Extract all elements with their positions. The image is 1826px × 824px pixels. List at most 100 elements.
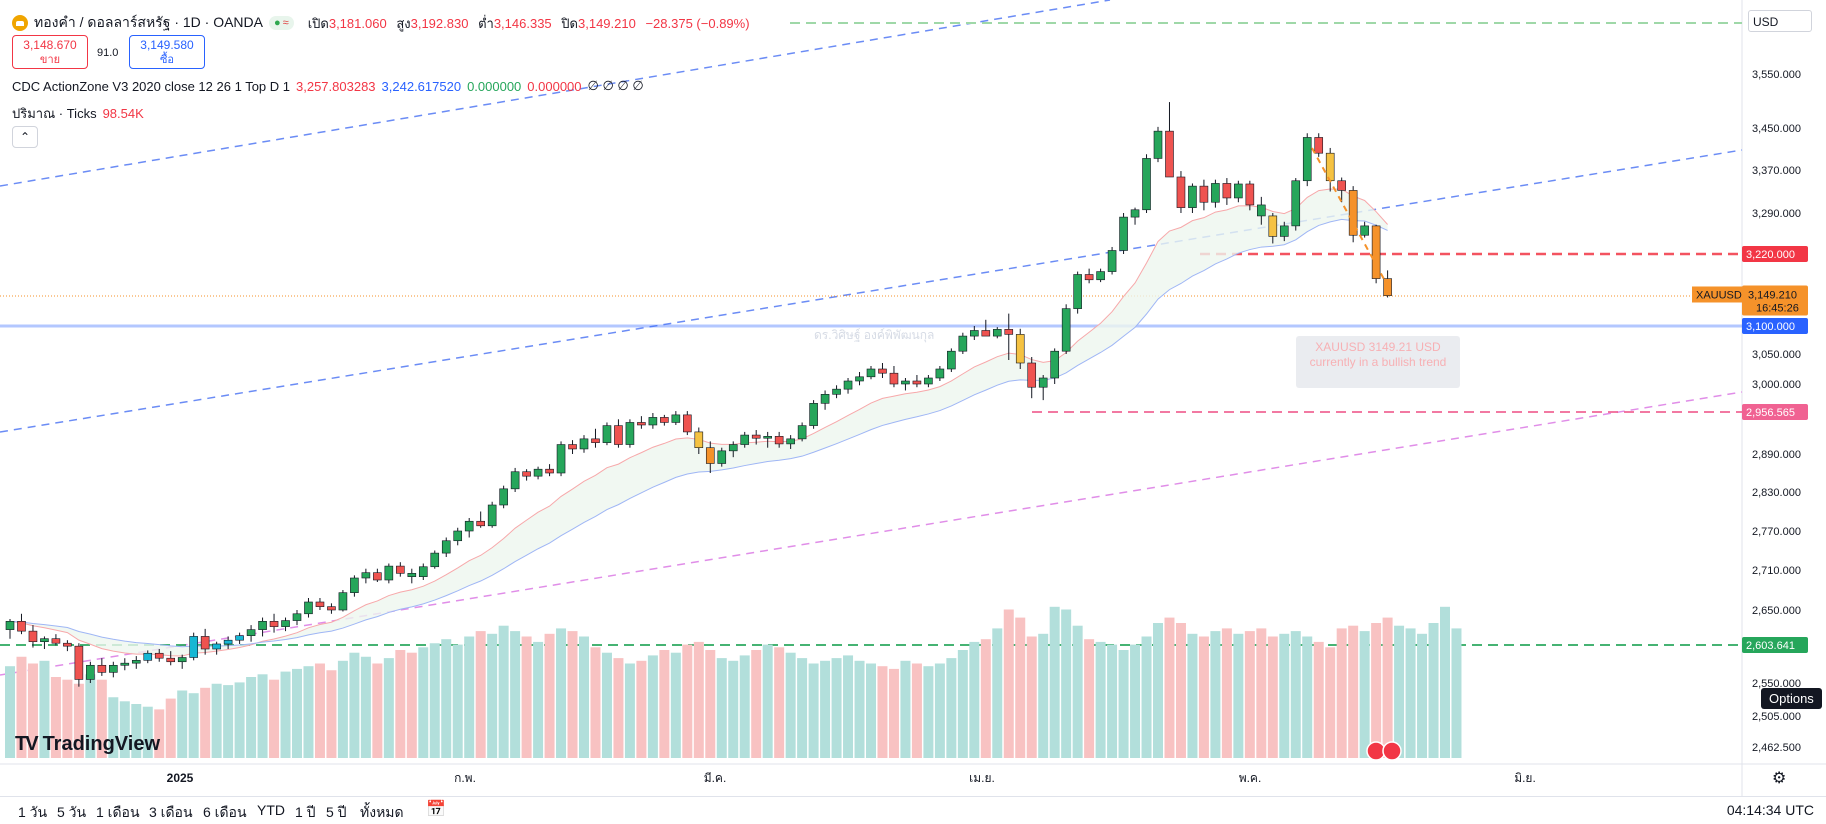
level-label-bg — [1742, 404, 1808, 420]
indicator-value-3: 0.000000 — [467, 78, 522, 94]
volume-bar — [533, 641, 544, 758]
candle — [1176, 176, 1186, 208]
candle — [40, 638, 49, 643]
candle — [533, 468, 543, 477]
candle — [1130, 209, 1140, 218]
volume-bar — [1279, 633, 1290, 758]
candle — [556, 444, 566, 474]
options-tooltip[interactable]: Options — [1761, 688, 1822, 709]
volume-bar — [360, 656, 371, 758]
volume-bar — [1233, 633, 1244, 758]
candle — [1211, 183, 1220, 203]
volume-bar — [1072, 625, 1083, 758]
volume-bar — [762, 644, 773, 758]
indicator-value-5: ∅ ∅ ∅ ∅ — [587, 78, 644, 93]
open-value: 3,181.060 — [328, 15, 387, 31]
candle — [86, 664, 95, 680]
volume-bar — [475, 631, 486, 758]
range-1y[interactable]: 1 ปี — [295, 804, 316, 820]
volume-bar — [1210, 631, 1221, 758]
utc-clock[interactable]: 04:14:34 UTC — [1726, 802, 1814, 818]
trend-note[interactable]: XAUUSD 3149.21 USD currently in a bullis… — [1296, 336, 1460, 388]
candle — [728, 444, 738, 452]
candle — [614, 425, 623, 445]
volume-bar — [326, 670, 337, 758]
ema-band — [10, 189, 1388, 657]
tradingview-logo[interactable]: TV TradingView — [15, 733, 160, 756]
volume-bar — [257, 674, 268, 758]
indicator-name: CDC ActionZone V3 2020 close 12 26 1 Top… — [12, 78, 290, 94]
volume-bar — [211, 683, 222, 758]
candle — [522, 471, 531, 477]
candle — [751, 434, 761, 439]
volume-label: ปริมาณ · Ticks — [12, 106, 97, 121]
market-status-badge[interactable]: ● ≈ — [269, 16, 294, 30]
level-label: 3,220.000 — [1746, 249, 1795, 261]
indicator-legend[interactable]: CDC ActionZone V3 2020 close 12 26 1 Top… — [12, 78, 644, 94]
candle — [763, 436, 772, 439]
note-line-2: currently in a bullish trend — [1309, 355, 1447, 369]
candle — [1348, 190, 1358, 236]
volume-bar — [85, 674, 96, 758]
settings-gear-icon[interactable]: ⚙ — [1772, 770, 1787, 787]
spread-value: 91.0 — [97, 47, 119, 59]
volume-bar — [1336, 628, 1347, 758]
candle — [5, 621, 15, 630]
candle — [131, 660, 141, 664]
volume-bar — [1290, 631, 1301, 758]
tradingview-logo-icon: TV — [15, 733, 39, 755]
volume-bar — [590, 647, 601, 758]
volume-bar — [682, 644, 693, 758]
volume-bar — [1451, 628, 1462, 758]
candle — [166, 657, 176, 663]
volume-legend[interactable]: ปริมาณ · Ticks 98.54K — [12, 103, 144, 124]
volume-bar — [1256, 628, 1267, 758]
y-tick-label: 2,770.000 — [1752, 526, 1801, 538]
x-tick-label: พ.ค. — [1239, 771, 1262, 785]
candle — [970, 330, 979, 337]
candle — [717, 450, 727, 464]
candle — [878, 368, 887, 374]
candle — [820, 394, 830, 404]
volume-bar — [5, 666, 15, 758]
candle — [258, 621, 267, 630]
candle — [189, 636, 198, 658]
candle — [1222, 183, 1232, 199]
range-3m[interactable]: 3 เดือน — [149, 804, 193, 820]
volume-bar — [1049, 606, 1060, 758]
date-range-calendar-icon[interactable]: 📅 — [426, 801, 446, 818]
range-6m[interactable]: 6 เดือน — [203, 804, 247, 820]
collapse-legend-button[interactable]: ⌃ — [12, 126, 38, 148]
candle — [1188, 185, 1197, 208]
range-ytd[interactable]: YTD — [257, 802, 285, 818]
volume-bar — [1394, 625, 1405, 758]
symbol-legend[interactable]: ทองคำ / ดอลลาร์สหรัฐ · 1D · OANDA ● ≈ เปิ… — [12, 12, 756, 34]
level-label: 2,956.565 — [1746, 407, 1795, 419]
range-5y[interactable]: 5 ปี — [326, 804, 347, 820]
candle — [568, 444, 577, 450]
y-tick-label: 3,450.000 — [1752, 123, 1801, 135]
candle — [1004, 329, 1014, 335]
range-1m[interactable]: 1 เดือน — [96, 804, 140, 820]
x-tick-label: เม.ย. — [969, 771, 995, 785]
volume-bar — [923, 666, 934, 758]
range-5d[interactable]: 5 วัน — [57, 804, 87, 820]
candle — [1360, 225, 1369, 236]
volume-bar — [831, 658, 842, 758]
volume-bar — [888, 668, 899, 758]
volume-bar — [1348, 625, 1359, 758]
volume-bar — [556, 628, 567, 758]
candle — [246, 629, 256, 636]
currency-select[interactable]: USD — [1748, 10, 1812, 32]
sell-button[interactable]: 3,148.670 ขาย — [12, 35, 88, 69]
volume-bar — [349, 652, 360, 758]
range-all[interactable]: ทั้งหมด — [360, 804, 404, 820]
volume-bar — [992, 628, 1003, 758]
symbol-title[interactable]: ทองคำ / ดอลลาร์สหรัฐ · 1D · OANDA — [34, 14, 263, 30]
x-tick-label: ก.พ. — [454, 771, 476, 785]
range-1d[interactable]: 1 วัน — [18, 804, 48, 820]
buy-button[interactable]: 3,149.580 ซื้อ — [129, 35, 205, 69]
volume-bar — [1221, 628, 1232, 758]
candle — [1153, 130, 1163, 159]
